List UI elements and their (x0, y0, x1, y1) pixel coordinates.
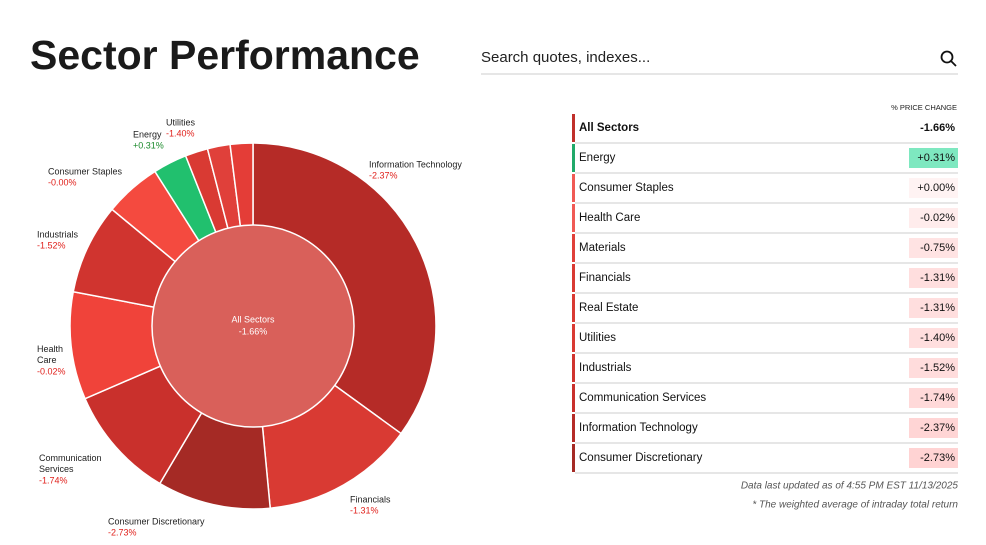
page-title: Sector Performance (30, 32, 420, 78)
segment-change: -2.73% (108, 527, 137, 537)
segment-label: Consumer Staples (48, 166, 123, 176)
row-name: Information Technology (579, 422, 698, 434)
update-note: Data last updated as of 4:55 PM EST 11/1… (741, 481, 959, 492)
segment-label: Financials (350, 494, 391, 504)
row-name: Consumer Discretionary (579, 452, 703, 464)
row-change: +0.00% (917, 182, 955, 194)
row-bar (572, 444, 575, 472)
row-change: -1.31% (920, 272, 955, 284)
footnote: * The weighted average of intraday total… (752, 500, 958, 511)
row-change: -1.66% (920, 122, 955, 134)
change-badge (909, 178, 958, 198)
row-bar (572, 174, 575, 202)
row-name: Health Care (579, 212, 640, 224)
change-badge (909, 388, 958, 408)
change-badge (909, 358, 958, 378)
change-badge (909, 208, 958, 228)
search-icon[interactable] (940, 50, 957, 67)
segment-label: Energy (133, 129, 162, 139)
segment-label: Consumer Discretionary (108, 516, 205, 526)
search-icon-handle (950, 60, 957, 67)
change-badge (909, 148, 958, 168)
row-change: -1.52% (920, 362, 955, 374)
row-change: +0.31% (917, 152, 955, 164)
row-change: -2.37% (920, 422, 955, 434)
change-badge (909, 328, 958, 348)
row-bar (572, 144, 575, 172)
search-input[interactable]: Search quotes, indexes... (481, 49, 650, 66)
row-name: Real Estate (579, 302, 638, 314)
change-badge (909, 118, 958, 138)
segment-label: Communication Services (39, 453, 102, 474)
row-bar (572, 354, 575, 382)
row-bar (572, 204, 575, 232)
change-badge (909, 448, 958, 468)
center-name: All Sectors (231, 314, 275, 324)
segment-label: Industrials (37, 229, 79, 239)
segment-label: Utilities (166, 117, 196, 127)
row-name: Financials (579, 272, 631, 284)
segment-change: -2.37% (369, 170, 398, 180)
row-bar (572, 264, 575, 292)
row-bar (572, 324, 575, 352)
center-change: -1.66% (239, 326, 268, 336)
row-name: Consumer Staples (579, 182, 674, 194)
segment-change: -1.74% (39, 475, 68, 485)
segment-change: +0.31% (133, 140, 164, 150)
change-badge (909, 268, 958, 288)
row-name: Utilities (579, 332, 616, 344)
segment-label: Information Technology (369, 159, 462, 169)
row-name: Energy (579, 152, 616, 164)
row-bar (572, 114, 575, 142)
row-bar (572, 294, 575, 322)
search-icon-lens (940, 50, 954, 64)
row-change: -0.75% (920, 242, 955, 254)
row-name: Industrials (579, 362, 632, 374)
row-bar (572, 234, 575, 262)
row-change: -1.31% (920, 302, 955, 314)
column-header: % PRICE CHANGE (891, 103, 957, 112)
segment-change: -0.00% (48, 177, 77, 187)
change-badge (909, 418, 958, 438)
segment-change: -0.02% (37, 366, 66, 376)
row-name: Materials (579, 242, 626, 254)
row-change: -1.74% (920, 392, 955, 404)
segment-label: Health Care (37, 344, 63, 365)
change-badge (909, 238, 958, 258)
row-change: -1.40% (920, 332, 955, 344)
row-name: All Sectors (579, 122, 639, 134)
donut-center (151, 224, 355, 428)
row-bar (572, 384, 575, 412)
segment-change: -1.52% (37, 240, 66, 250)
change-badge (909, 298, 958, 318)
row-bar (572, 414, 575, 442)
row-change: -0.02% (920, 212, 955, 224)
segment-change: -1.31% (350, 505, 379, 515)
row-name: Communication Services (579, 392, 706, 404)
segment-change: -1.40% (166, 128, 195, 138)
row-change: -2.73% (920, 452, 955, 464)
